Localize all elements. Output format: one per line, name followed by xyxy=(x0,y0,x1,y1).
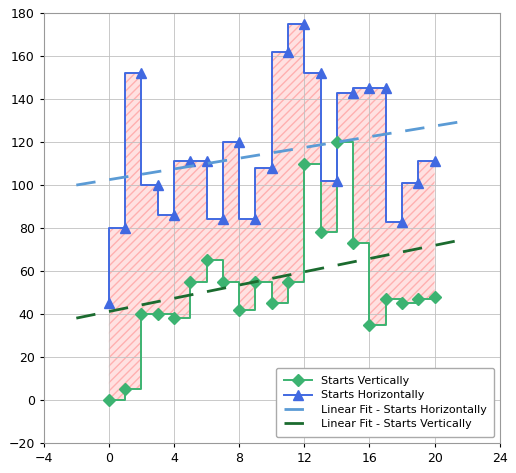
Legend: Starts Vertically, Starts Horizontally, Linear Fit - Starts Horizontally, Linear: Starts Vertically, Starts Horizontally, … xyxy=(276,368,494,437)
